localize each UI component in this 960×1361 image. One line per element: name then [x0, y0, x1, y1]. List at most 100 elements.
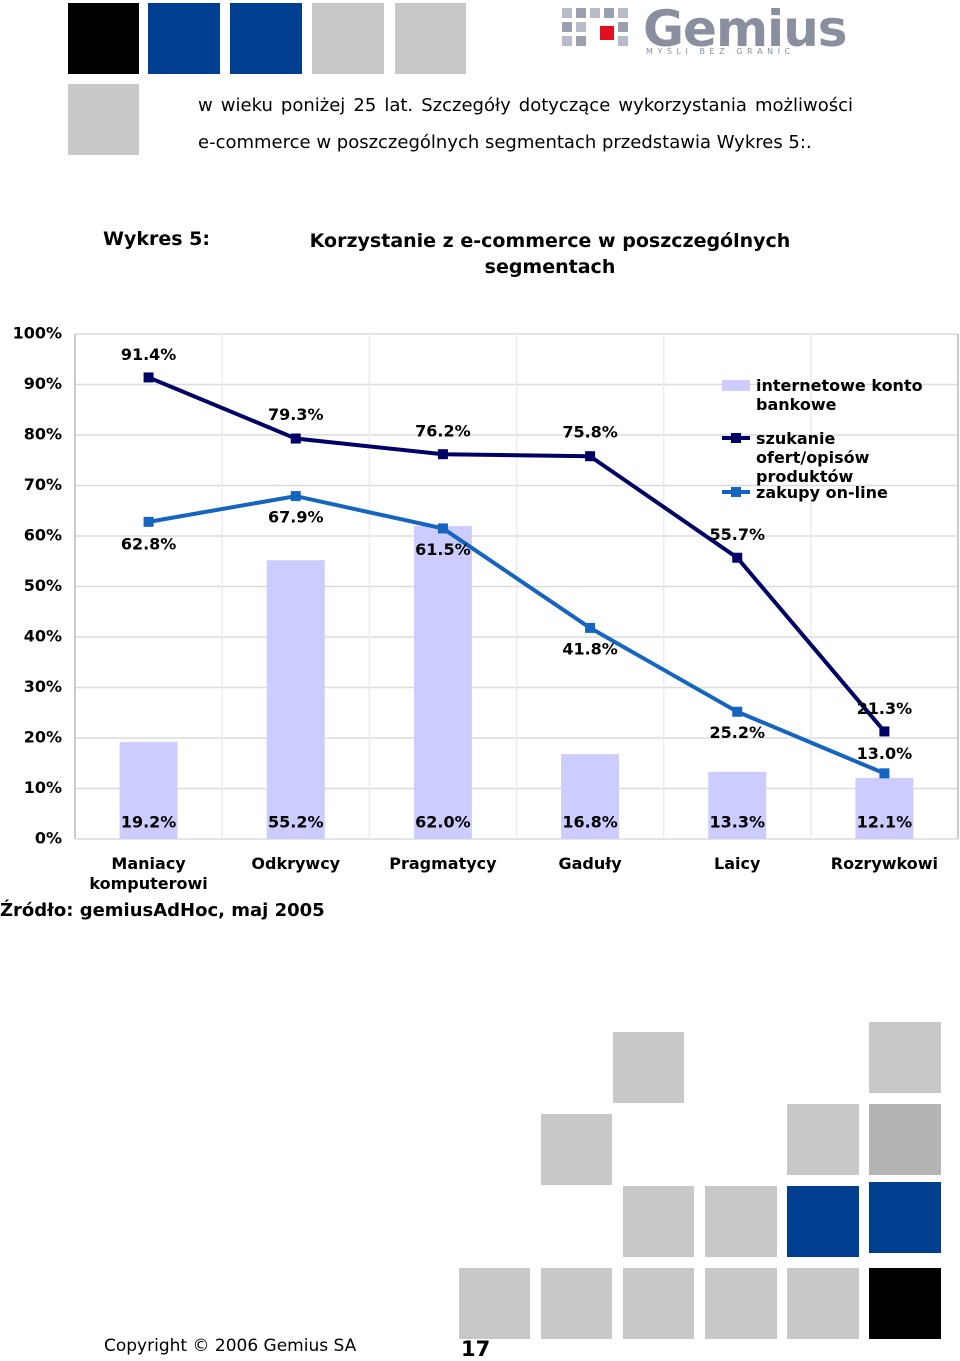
square: [869, 1268, 941, 1339]
logo-square: [562, 36, 572, 46]
square: [787, 1104, 859, 1175]
caption-label: Wykres 5:: [103, 228, 210, 250]
x-tick-label: Pragmatycy: [389, 854, 497, 873]
logo-square: [618, 8, 628, 18]
square: [705, 1186, 777, 1257]
square: [68, 84, 139, 155]
x-tick-label: Odkrywcy: [251, 854, 341, 873]
square: [613, 1032, 684, 1103]
square: [541, 1268, 612, 1339]
marker: [290, 433, 301, 444]
data-label: 12.1%: [857, 813, 913, 832]
square: [541, 1114, 612, 1185]
bar: [561, 754, 620, 839]
logo-square: [618, 36, 628, 46]
x-tick-label: Laicy: [714, 854, 761, 873]
data-label: 41.8%: [562, 639, 618, 658]
square: [312, 3, 384, 74]
caption-title: Korzystanie z e-commerce w poszczególnyc…: [309, 230, 791, 278]
logo-square: [604, 8, 614, 18]
data-label: 16.8%: [562, 813, 618, 832]
marker: [290, 491, 301, 502]
data-label: 75.8%: [562, 423, 618, 442]
chart: 0% 10% 20% 30% 40% 50% 60% 70% 80% 90% 100% 19.2% 55…: [13, 324, 959, 848]
legend-label: zakupy on-line: [756, 483, 888, 502]
data-label: 76.2%: [415, 422, 471, 441]
marker: [732, 552, 743, 563]
marker: [879, 726, 890, 737]
marker: [437, 523, 448, 534]
y-tick-label: 90%: [24, 374, 62, 393]
square: [459, 1268, 530, 1339]
logo-square: [576, 8, 586, 18]
marker: [143, 516, 154, 527]
square: [869, 1104, 941, 1175]
marker: [437, 449, 448, 460]
data-label: 55.2%: [268, 813, 324, 832]
legend-label: szukanie ofert/opisów produktów: [756, 429, 870, 486]
square: [787, 1186, 859, 1257]
source: Źródło: gemiusAdHoc, maj 2005: [0, 900, 325, 921]
square: [395, 3, 466, 74]
bar: [266, 560, 325, 839]
legend-swatch: [722, 380, 750, 391]
y-tick-label: 10%: [24, 778, 62, 797]
data-label: 13.3%: [709, 813, 765, 832]
legend-marker: [731, 433, 741, 443]
square: [68, 3, 139, 74]
logo-square-red: [600, 26, 614, 40]
data-label: 62.8%: [121, 534, 177, 553]
data-label: 67.9%: [268, 508, 324, 527]
bar: [413, 525, 472, 839]
data-label: 55.7%: [709, 525, 765, 544]
copyright: Copyright © 2006 Gemius SA: [104, 1336, 357, 1356]
line: [148, 494, 886, 776]
marker: [585, 622, 596, 633]
data-label: 25.2%: [709, 723, 765, 742]
x-tick-label: Rozrywkowi: [830, 854, 938, 873]
square: [230, 3, 302, 74]
square: [869, 1022, 941, 1093]
line: [147, 375, 886, 733]
bar: [119, 742, 178, 839]
bar: [855, 777, 914, 839]
square: [787, 1268, 859, 1339]
paragraph: w wieku poniżej 25 lat. Szczegóły dotycz…: [198, 95, 853, 153]
x-tick-label: Gaduły: [558, 854, 622, 873]
logo-mark: [562, 8, 628, 46]
marker: [732, 706, 743, 717]
logo-text: Gemius: [643, 0, 848, 58]
page-number: 17: [461, 1337, 491, 1361]
square: [623, 1268, 694, 1339]
logo-square: [576, 22, 586, 32]
square: [705, 1268, 777, 1339]
y-tick-label: 40%: [24, 627, 62, 646]
marker: [143, 372, 154, 383]
bar: [708, 771, 767, 839]
logo-square: [562, 8, 572, 18]
logo-square: [590, 8, 600, 18]
legend-marker: [731, 487, 741, 497]
x-tick-label: Maniacy komputerowi: [89, 854, 208, 893]
legend-label: internetowe konto bankowe: [756, 376, 923, 414]
square: [869, 1182, 941, 1253]
y-tick-label: 50%: [24, 576, 62, 595]
data-label: 21.3%: [857, 699, 913, 718]
logo-square: [562, 22, 572, 32]
square: [148, 3, 220, 74]
header-squares: [68, 3, 466, 155]
data-label: 62.0%: [415, 813, 471, 832]
data-label: 91.4%: [121, 345, 177, 364]
y-tick-label: 30%: [24, 677, 62, 696]
data-label: 79.3%: [268, 405, 324, 424]
y-tick-label: 70%: [24, 475, 62, 494]
logo-square: [618, 22, 628, 32]
data-label: 61.5%: [415, 540, 471, 559]
marker: [585, 451, 596, 462]
logo-tagline: M Y Ś L I B E Z G R A N I C: [646, 47, 792, 56]
logo-square: [576, 36, 586, 46]
marker: [879, 768, 890, 779]
data-label: 13.0%: [857, 744, 913, 763]
